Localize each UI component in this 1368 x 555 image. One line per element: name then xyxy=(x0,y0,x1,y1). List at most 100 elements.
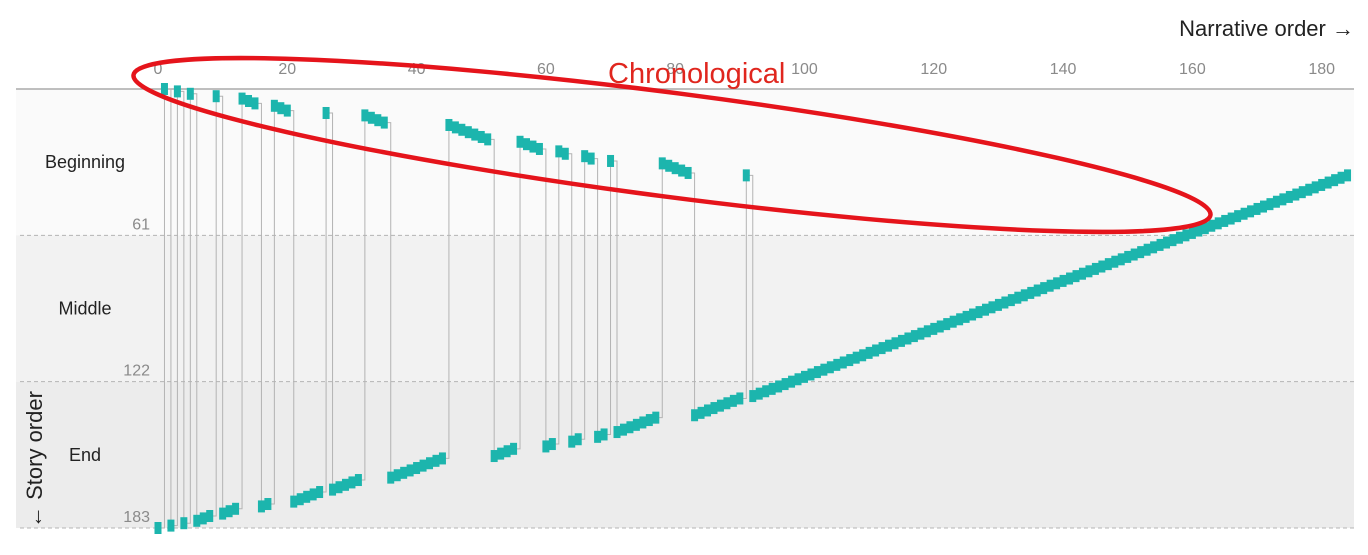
data-point xyxy=(975,306,983,319)
data-point xyxy=(1137,246,1145,259)
data-point xyxy=(768,382,776,395)
data-point xyxy=(930,322,938,335)
data-point xyxy=(1285,190,1293,203)
data-point xyxy=(264,498,272,511)
data-point xyxy=(419,459,427,472)
data-point xyxy=(522,138,530,151)
data-point xyxy=(516,135,524,148)
data-point xyxy=(1163,236,1171,249)
data-point xyxy=(1188,226,1196,239)
data-point xyxy=(581,150,589,163)
data-point xyxy=(943,318,951,331)
data-point xyxy=(1208,219,1216,232)
x-tick-label: 160 xyxy=(1179,61,1206,78)
data-point xyxy=(859,349,867,362)
data-point xyxy=(219,507,227,520)
data-point xyxy=(1279,193,1287,206)
data-point xyxy=(277,102,285,115)
data-point xyxy=(1247,205,1255,218)
data-point xyxy=(1059,274,1067,287)
data-point xyxy=(878,342,886,355)
data-point xyxy=(329,483,337,496)
data-point xyxy=(160,83,168,95)
data-point xyxy=(167,519,175,532)
data-point xyxy=(232,502,240,515)
data-point xyxy=(736,392,744,405)
data-point xyxy=(639,416,647,429)
data-point xyxy=(645,414,653,427)
x-tick-label: 20 xyxy=(278,61,296,78)
data-point xyxy=(1091,262,1099,275)
data-point xyxy=(1298,186,1306,199)
data-point xyxy=(613,426,621,439)
data-point xyxy=(387,471,395,484)
data-point xyxy=(484,133,492,146)
data-point xyxy=(1214,217,1222,230)
data-point xyxy=(1169,234,1177,247)
data-point xyxy=(374,114,382,127)
data-point xyxy=(1318,178,1326,191)
data-point xyxy=(1344,169,1352,182)
data-point xyxy=(600,428,608,441)
data-point xyxy=(1104,258,1112,271)
data-point xyxy=(839,356,847,369)
data-point xyxy=(568,435,576,448)
data-point xyxy=(225,505,233,518)
data-point xyxy=(956,313,964,326)
data-point xyxy=(413,462,421,475)
data-point xyxy=(813,366,821,379)
data-point xyxy=(1227,212,1235,225)
data-point xyxy=(296,493,304,506)
data-point xyxy=(400,466,408,479)
data-point xyxy=(238,92,246,105)
data-point xyxy=(626,421,634,434)
data-point xyxy=(173,85,181,98)
data-point xyxy=(762,385,770,398)
data-point xyxy=(1143,243,1151,256)
data-point xyxy=(154,522,162,534)
data-point xyxy=(464,126,472,139)
data-point xyxy=(1001,296,1009,309)
data-point xyxy=(245,94,253,107)
data-point xyxy=(529,140,537,153)
data-point xyxy=(1085,265,1093,278)
x-tick-label: 120 xyxy=(920,61,947,78)
data-point xyxy=(962,310,970,323)
data-point xyxy=(309,488,317,501)
data-point xyxy=(671,162,679,175)
band-end xyxy=(16,381,1354,528)
data-point xyxy=(561,147,569,160)
data-point xyxy=(684,166,692,179)
data-point xyxy=(406,464,414,477)
data-point xyxy=(193,514,201,527)
data-point xyxy=(632,418,640,431)
data-point xyxy=(704,404,712,417)
data-point xyxy=(865,346,873,359)
data-point xyxy=(988,301,996,314)
data-point xyxy=(1324,176,1332,189)
data-point xyxy=(354,474,362,487)
data-point xyxy=(316,486,324,499)
data-point xyxy=(212,90,220,103)
data-point xyxy=(1234,210,1242,223)
data-point xyxy=(1117,253,1125,266)
data-point xyxy=(1111,255,1119,268)
data-point xyxy=(335,481,343,494)
data-point xyxy=(723,397,731,410)
data-point xyxy=(1266,198,1274,211)
data-point xyxy=(445,118,453,131)
data-point xyxy=(710,402,718,415)
data-point xyxy=(1259,200,1267,213)
data-point xyxy=(510,442,518,455)
data-point xyxy=(1072,270,1080,283)
data-point xyxy=(587,152,595,165)
data-point xyxy=(742,169,750,182)
data-point xyxy=(380,116,388,129)
data-point xyxy=(994,298,1002,311)
data-point xyxy=(555,145,563,158)
data-point xyxy=(1033,284,1041,297)
x-tick-label: 0 xyxy=(154,61,163,78)
data-point xyxy=(619,423,627,436)
data-point xyxy=(257,500,265,513)
data-point xyxy=(477,130,485,143)
